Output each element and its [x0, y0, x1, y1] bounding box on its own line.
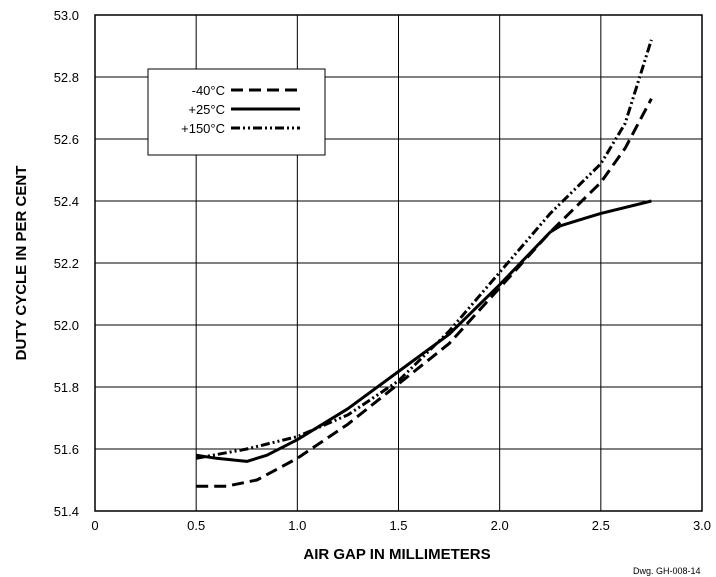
y-axis-title: DUTY CYCLE IN PER CENT: [13, 166, 30, 361]
y-tick-label: 51.6: [54, 442, 79, 457]
x-tick-label: 1.5: [389, 518, 407, 533]
y-tick-label: 53.0: [54, 8, 79, 23]
y-tick-labels: 51.4 51.6 51.8 52.0 52.2 52.4 52.6 52.8 53.0: [54, 8, 79, 519]
legend-label: +150°C: [181, 121, 225, 136]
x-tick-labels: 0 0.5 1.0 1.5 2.0 2.5 3.0: [91, 518, 711, 533]
x-tick-label: 2.5: [592, 518, 610, 533]
legend-box: [147, 68, 326, 156]
series-layer: [195, 39, 653, 488]
y-tick-label: 52.4: [54, 194, 79, 209]
drawing-number: Dwg. GH-008-14: [633, 566, 701, 576]
legend-label: -40°C: [192, 83, 225, 98]
series-line-1: [195, 199, 652, 463]
legend-label: +25°C: [188, 102, 225, 117]
y-tick-label: 52.2: [54, 256, 79, 271]
x-tick-label: 2.0: [491, 518, 509, 533]
series-line-2: [195, 39, 653, 460]
x-tick-label: 0.5: [187, 518, 205, 533]
y-tick-label: 51.8: [54, 380, 79, 395]
series-line-0: [196, 97, 653, 488]
x-tick-label: 1.0: [288, 518, 306, 533]
y-tick-label: 52.0: [54, 318, 79, 333]
plot-frame: [94, 14, 703, 512]
grid-lines: [94, 14, 703, 512]
y-tick-label: 52.8: [54, 70, 79, 85]
x-tick-label: 3.0: [693, 518, 711, 533]
y-tick-label: 52.6: [54, 132, 79, 147]
y-tick-label: 51.4: [54, 504, 79, 519]
legend: -40°C +25°C +150°C: [147, 68, 326, 156]
x-axis-title: AIR GAP IN MILLIMETERS: [303, 546, 490, 563]
x-tick-label: 0: [91, 518, 98, 533]
